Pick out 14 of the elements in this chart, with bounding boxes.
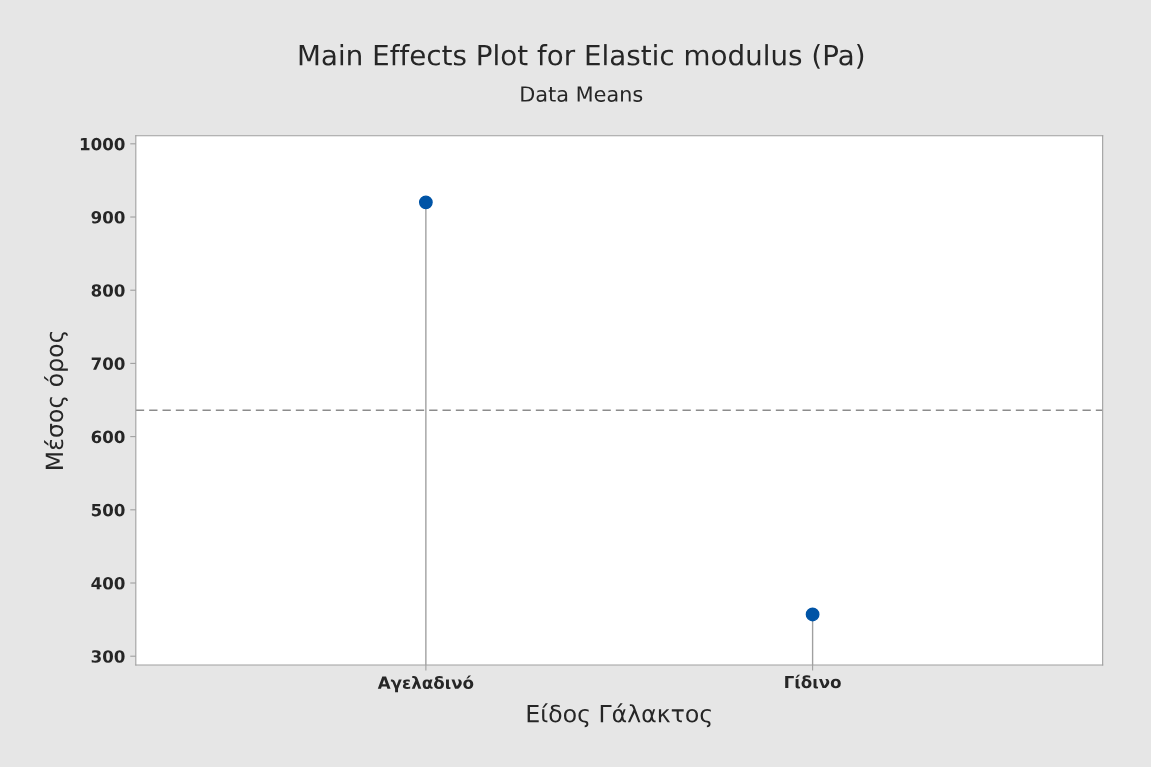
chart-subtitle: Data Means (521, 86, 643, 102)
y-tick-label: 400 (91, 576, 125, 590)
y-tick-label: 300 (91, 650, 125, 663)
y-tick-label: 500 (91, 503, 125, 517)
y-axis-title: Μέσος όρος (44, 331, 68, 469)
y-tick-label: 1000 (80, 137, 125, 151)
y-tick-label: 600 (91, 430, 125, 444)
y-tick-label: 900 (91, 210, 125, 224)
chart-title: Main Effects Plot for Elastic modulus (Pa) (299, 44, 864, 69)
x-axis-title: Είδος Γάλακτος (527, 703, 711, 728)
x-tick-label: Αγελαδινό (377, 675, 474, 693)
y-tick-label: 700 (91, 357, 125, 370)
y-tick-label: 800 (91, 284, 125, 297)
x-tick-label: Γίδινο (785, 674, 841, 689)
